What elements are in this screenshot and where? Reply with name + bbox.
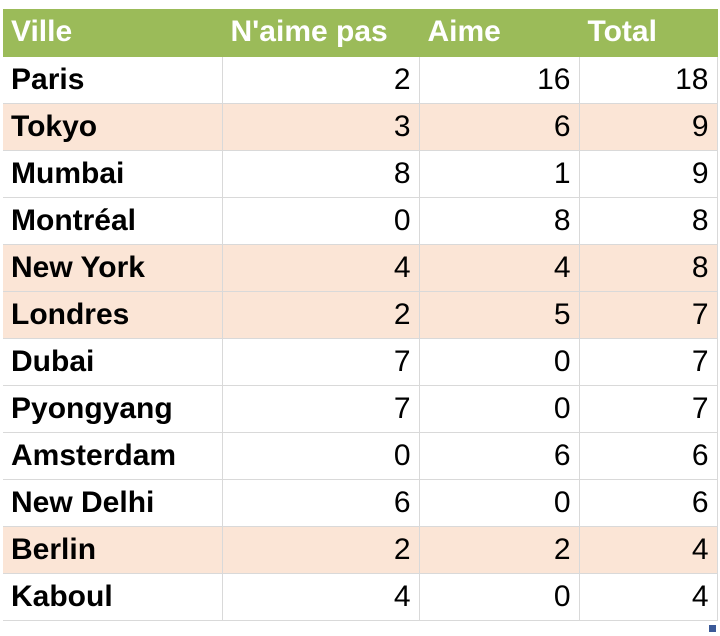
cell-total[interactable]: 8 (579, 197, 718, 245)
header-ville[interactable]: Ville (3, 9, 223, 57)
cell-total[interactable]: 9 (579, 150, 718, 198)
cell-naime-pas[interactable]: 7 (222, 338, 420, 386)
cell-aime[interactable]: 6 (419, 432, 580, 480)
header-total[interactable]: Total (579, 9, 718, 57)
cell-naime-pas[interactable]: 3 (222, 103, 420, 151)
cell-aime[interactable]: 2 (419, 526, 580, 574)
cell-naime-pas[interactable]: 2 (222, 526, 420, 574)
table-row: Mumbai 8 1 9 (3, 150, 718, 198)
cell-aime[interactable]: 0 (419, 338, 580, 386)
table-row: Tokyo 3 6 9 (3, 103, 718, 151)
cell-naime-pas[interactable]: 0 (222, 432, 420, 480)
table-row: Amsterdam 0 6 6 (3, 432, 718, 480)
cell-aime[interactable]: 4 (419, 244, 580, 292)
cell-naime-pas[interactable]: 2 (222, 56, 420, 104)
cell-aime[interactable]: 6 (419, 103, 580, 151)
cell-city[interactable]: Londres (3, 291, 223, 339)
table-row: Kaboul 4 0 4 (3, 573, 718, 621)
cell-total[interactable]: 6 (579, 432, 718, 480)
table-row: Dubai 7 0 7 (3, 338, 718, 386)
cell-naime-pas[interactable]: 2 (222, 291, 420, 339)
cell-total[interactable]: 4 (579, 573, 718, 621)
cell-naime-pas[interactable]: 4 (222, 244, 420, 292)
cell-city[interactable]: Mumbai (3, 150, 223, 198)
fill-handle[interactable] (708, 624, 717, 633)
cell-total[interactable]: 7 (579, 338, 718, 386)
cell-aime[interactable]: 5 (419, 291, 580, 339)
cell-city[interactable]: New York (3, 244, 223, 292)
cell-city[interactable]: Amsterdam (3, 432, 223, 480)
cell-aime[interactable]: 8 (419, 197, 580, 245)
table-row: Berlin 2 2 4 (3, 526, 718, 574)
cell-total[interactable]: 4 (579, 526, 718, 574)
cell-total[interactable]: 6 (579, 479, 718, 527)
data-table: Ville N'aime pas Aime Total Paris 2 16 18 To… (3, 9, 718, 621)
cell-total[interactable]: 7 (579, 291, 718, 339)
cell-city[interactable]: Kaboul (3, 573, 223, 621)
cell-city[interactable]: Tokyo (3, 103, 223, 151)
cell-total[interactable]: 18 (579, 56, 718, 104)
table-body: Paris 2 16 18 Tokyo 3 6 9 Mumbai 8 1 9 Montréal 0 8 8 Ne… (3, 56, 718, 621)
cell-city[interactable]: Dubai (3, 338, 223, 386)
cell-city[interactable]: Pyongyang (3, 385, 223, 433)
cell-city[interactable]: Paris (3, 56, 223, 104)
cell-aime[interactable]: 0 (419, 479, 580, 527)
cell-naime-pas[interactable]: 4 (222, 573, 420, 621)
header-naime-pas[interactable]: N'aime pas (222, 9, 420, 57)
table-row: Paris 2 16 18 (3, 56, 718, 104)
cell-total[interactable]: 8 (579, 244, 718, 292)
cell-city[interactable]: Berlin (3, 526, 223, 574)
cell-naime-pas[interactable]: 0 (222, 197, 420, 245)
cell-naime-pas[interactable]: 8 (222, 150, 420, 198)
cell-aime[interactable]: 16 (419, 56, 580, 104)
table-row: New York 4 4 8 (3, 244, 718, 292)
table-row: Londres 2 5 7 (3, 291, 718, 339)
cell-naime-pas[interactable]: 6 (222, 479, 420, 527)
table-row: Montréal 0 8 8 (3, 197, 718, 245)
cell-total[interactable]: 9 (579, 103, 718, 151)
table-row: Pyongyang 7 0 7 (3, 385, 718, 433)
cell-city[interactable]: Montréal (3, 197, 223, 245)
cell-aime[interactable]: 0 (419, 573, 580, 621)
table-row: New Delhi 6 0 6 (3, 479, 718, 527)
cell-aime[interactable]: 0 (419, 385, 580, 433)
cell-naime-pas[interactable]: 7 (222, 385, 420, 433)
cell-city[interactable]: New Delhi (3, 479, 223, 527)
cell-total[interactable]: 7 (579, 385, 718, 433)
header-aime[interactable]: Aime (419, 9, 580, 57)
cell-aime[interactable]: 1 (419, 150, 580, 198)
header-row: Ville N'aime pas Aime Total (3, 9, 718, 57)
